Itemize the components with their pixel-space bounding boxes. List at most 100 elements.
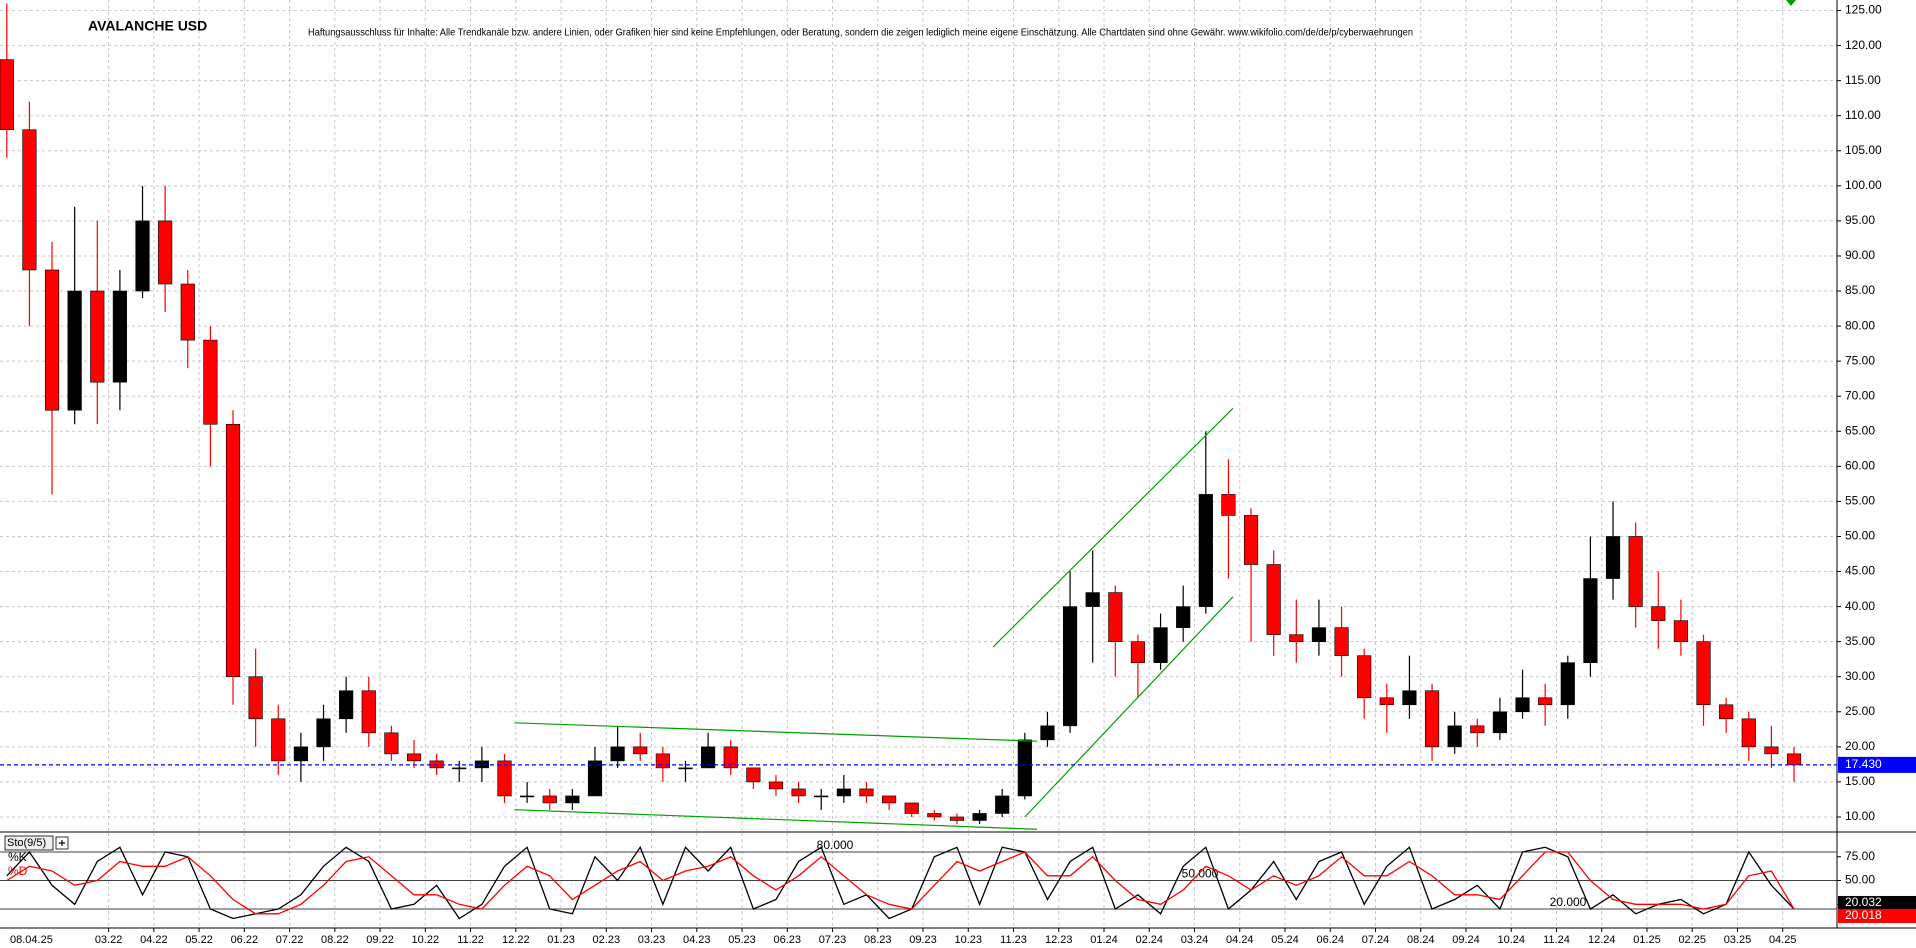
- candle-body: [1130, 641, 1146, 663]
- y-tick-label: 60.00: [1845, 459, 1875, 473]
- candle-body: [927, 813, 942, 818]
- x-tick-label: 05.23: [728, 934, 756, 946]
- candle-body: [520, 795, 535, 798]
- candle-body: [1492, 711, 1508, 734]
- candle-body: [1538, 697, 1553, 706]
- y-tick-label: 115.00: [1845, 73, 1881, 87]
- candle-body: [633, 746, 648, 755]
- x-tick-label: 09.24: [1452, 934, 1480, 946]
- x-tick-label: 05.24: [1271, 934, 1299, 946]
- candle-body: [248, 676, 263, 720]
- candle-body: [316, 718, 331, 748]
- candle-body: [1379, 697, 1394, 706]
- y-tick-label: 20.00: [1845, 739, 1875, 753]
- candle-body: [972, 813, 987, 821]
- y-tick-label: 105.00: [1845, 143, 1882, 157]
- candle-body: [565, 795, 580, 804]
- candle-body: [180, 283, 195, 341]
- candle-body: [1289, 634, 1304, 642]
- chart-title: AVALANCHE USD: [88, 18, 207, 34]
- candle-body: [1402, 690, 1417, 706]
- candle-body: [361, 690, 376, 734]
- level-label: 50.000: [1182, 867, 1219, 881]
- current-price-box: [1838, 756, 1916, 773]
- candle-body: [1334, 627, 1349, 656]
- x-tick-label: 04.23: [683, 934, 711, 946]
- y-tick-label: 25.00: [1845, 704, 1875, 718]
- candle-body: [293, 746, 308, 762]
- x-tick-label: 03.25: [1724, 934, 1752, 946]
- candle-body: [1515, 697, 1530, 713]
- y-tick-label: 75.00: [1845, 353, 1875, 367]
- x-tick-label: 12.24: [1588, 934, 1616, 946]
- candle-body: [1040, 725, 1055, 741]
- x-tick-label: 04.25: [1769, 934, 1797, 946]
- candle-body: [1447, 725, 1462, 748]
- x-tick-label: 02.23: [593, 934, 621, 946]
- y-tick-label: 80.00: [1845, 318, 1875, 332]
- indicator-value-label: 20.018: [1845, 908, 1882, 922]
- candle-body: [723, 746, 738, 769]
- candle-body: [859, 788, 874, 797]
- indicator-line: [6, 851, 1795, 915]
- y-tick-label: 95.00: [1845, 213, 1875, 227]
- candle-body: [678, 767, 693, 770]
- candle-body: [1153, 627, 1168, 663]
- x-tick-label: 09.22: [366, 934, 394, 946]
- x-tick-label: 03.22: [95, 934, 123, 946]
- candle-body: [814, 795, 829, 798]
- x-tick-label: 06.23: [774, 934, 802, 946]
- candle-body: [135, 220, 150, 292]
- y-tick-label: 55.00: [1845, 494, 1875, 508]
- candle-body: [0, 59, 14, 131]
- disclaimer: Haftungsausschluss für Inhalte: Alle Tre…: [308, 28, 1413, 39]
- x-tick-label: 01.23: [547, 934, 575, 946]
- x-tick-label: 12.22: [502, 934, 530, 946]
- y-tick-label: 120.00: [1845, 38, 1882, 52]
- y-tick-label: 65.00: [1845, 423, 1875, 437]
- candle-body: [1311, 627, 1327, 642]
- x-tick-label: 08.24: [1407, 934, 1435, 946]
- indicator-line: [6, 845, 1795, 920]
- candle-body: [1108, 592, 1123, 642]
- candle-body: [701, 746, 716, 769]
- candle-body: [836, 788, 851, 797]
- candle-body: [1470, 725, 1485, 734]
- x-tick-label: 11.22: [457, 934, 484, 946]
- x-tick-label: 10.23: [955, 934, 983, 946]
- candle-body: [452, 767, 467, 770]
- candle-body: [112, 290, 127, 383]
- candle-body: [1062, 606, 1078, 727]
- x-tick-label: 07.22: [276, 934, 304, 946]
- candle-body: [1198, 494, 1213, 607]
- candle-body: [67, 290, 82, 411]
- level-label: 20.000: [1550, 895, 1587, 909]
- x-tick-label: 11.24: [1543, 934, 1570, 946]
- candle-body: [542, 795, 557, 804]
- indicator-value-box: [1838, 908, 1916, 923]
- x-tick-label: 09.23: [909, 934, 937, 946]
- candle-body: [587, 760, 603, 797]
- candle-body: [1424, 690, 1440, 748]
- candle-body: [1221, 494, 1236, 516]
- x-tick-label: 06.22: [231, 934, 259, 946]
- y-tick-label: 70.00: [1845, 388, 1875, 402]
- trend-line: [1024, 596, 1234, 818]
- x-tick-label: 03.24: [1181, 934, 1209, 946]
- y-tick-label: 110.00: [1845, 108, 1881, 122]
- candle-body: [1560, 662, 1575, 706]
- candle-body: [610, 746, 625, 762]
- x-tick-label: 02.24: [1135, 934, 1163, 946]
- candle-body: [474, 760, 489, 769]
- candle-body: [904, 802, 919, 814]
- candle-body: [995, 795, 1010, 814]
- candle-body: [1764, 746, 1779, 755]
- legend-entry: %K: [8, 850, 27, 864]
- candle-body: [22, 129, 37, 271]
- candle-body: [1085, 592, 1100, 607]
- candle-body: [384, 732, 399, 755]
- x-tick-label: 10.22: [412, 934, 440, 946]
- x-tick-label: 06.24: [1316, 934, 1344, 946]
